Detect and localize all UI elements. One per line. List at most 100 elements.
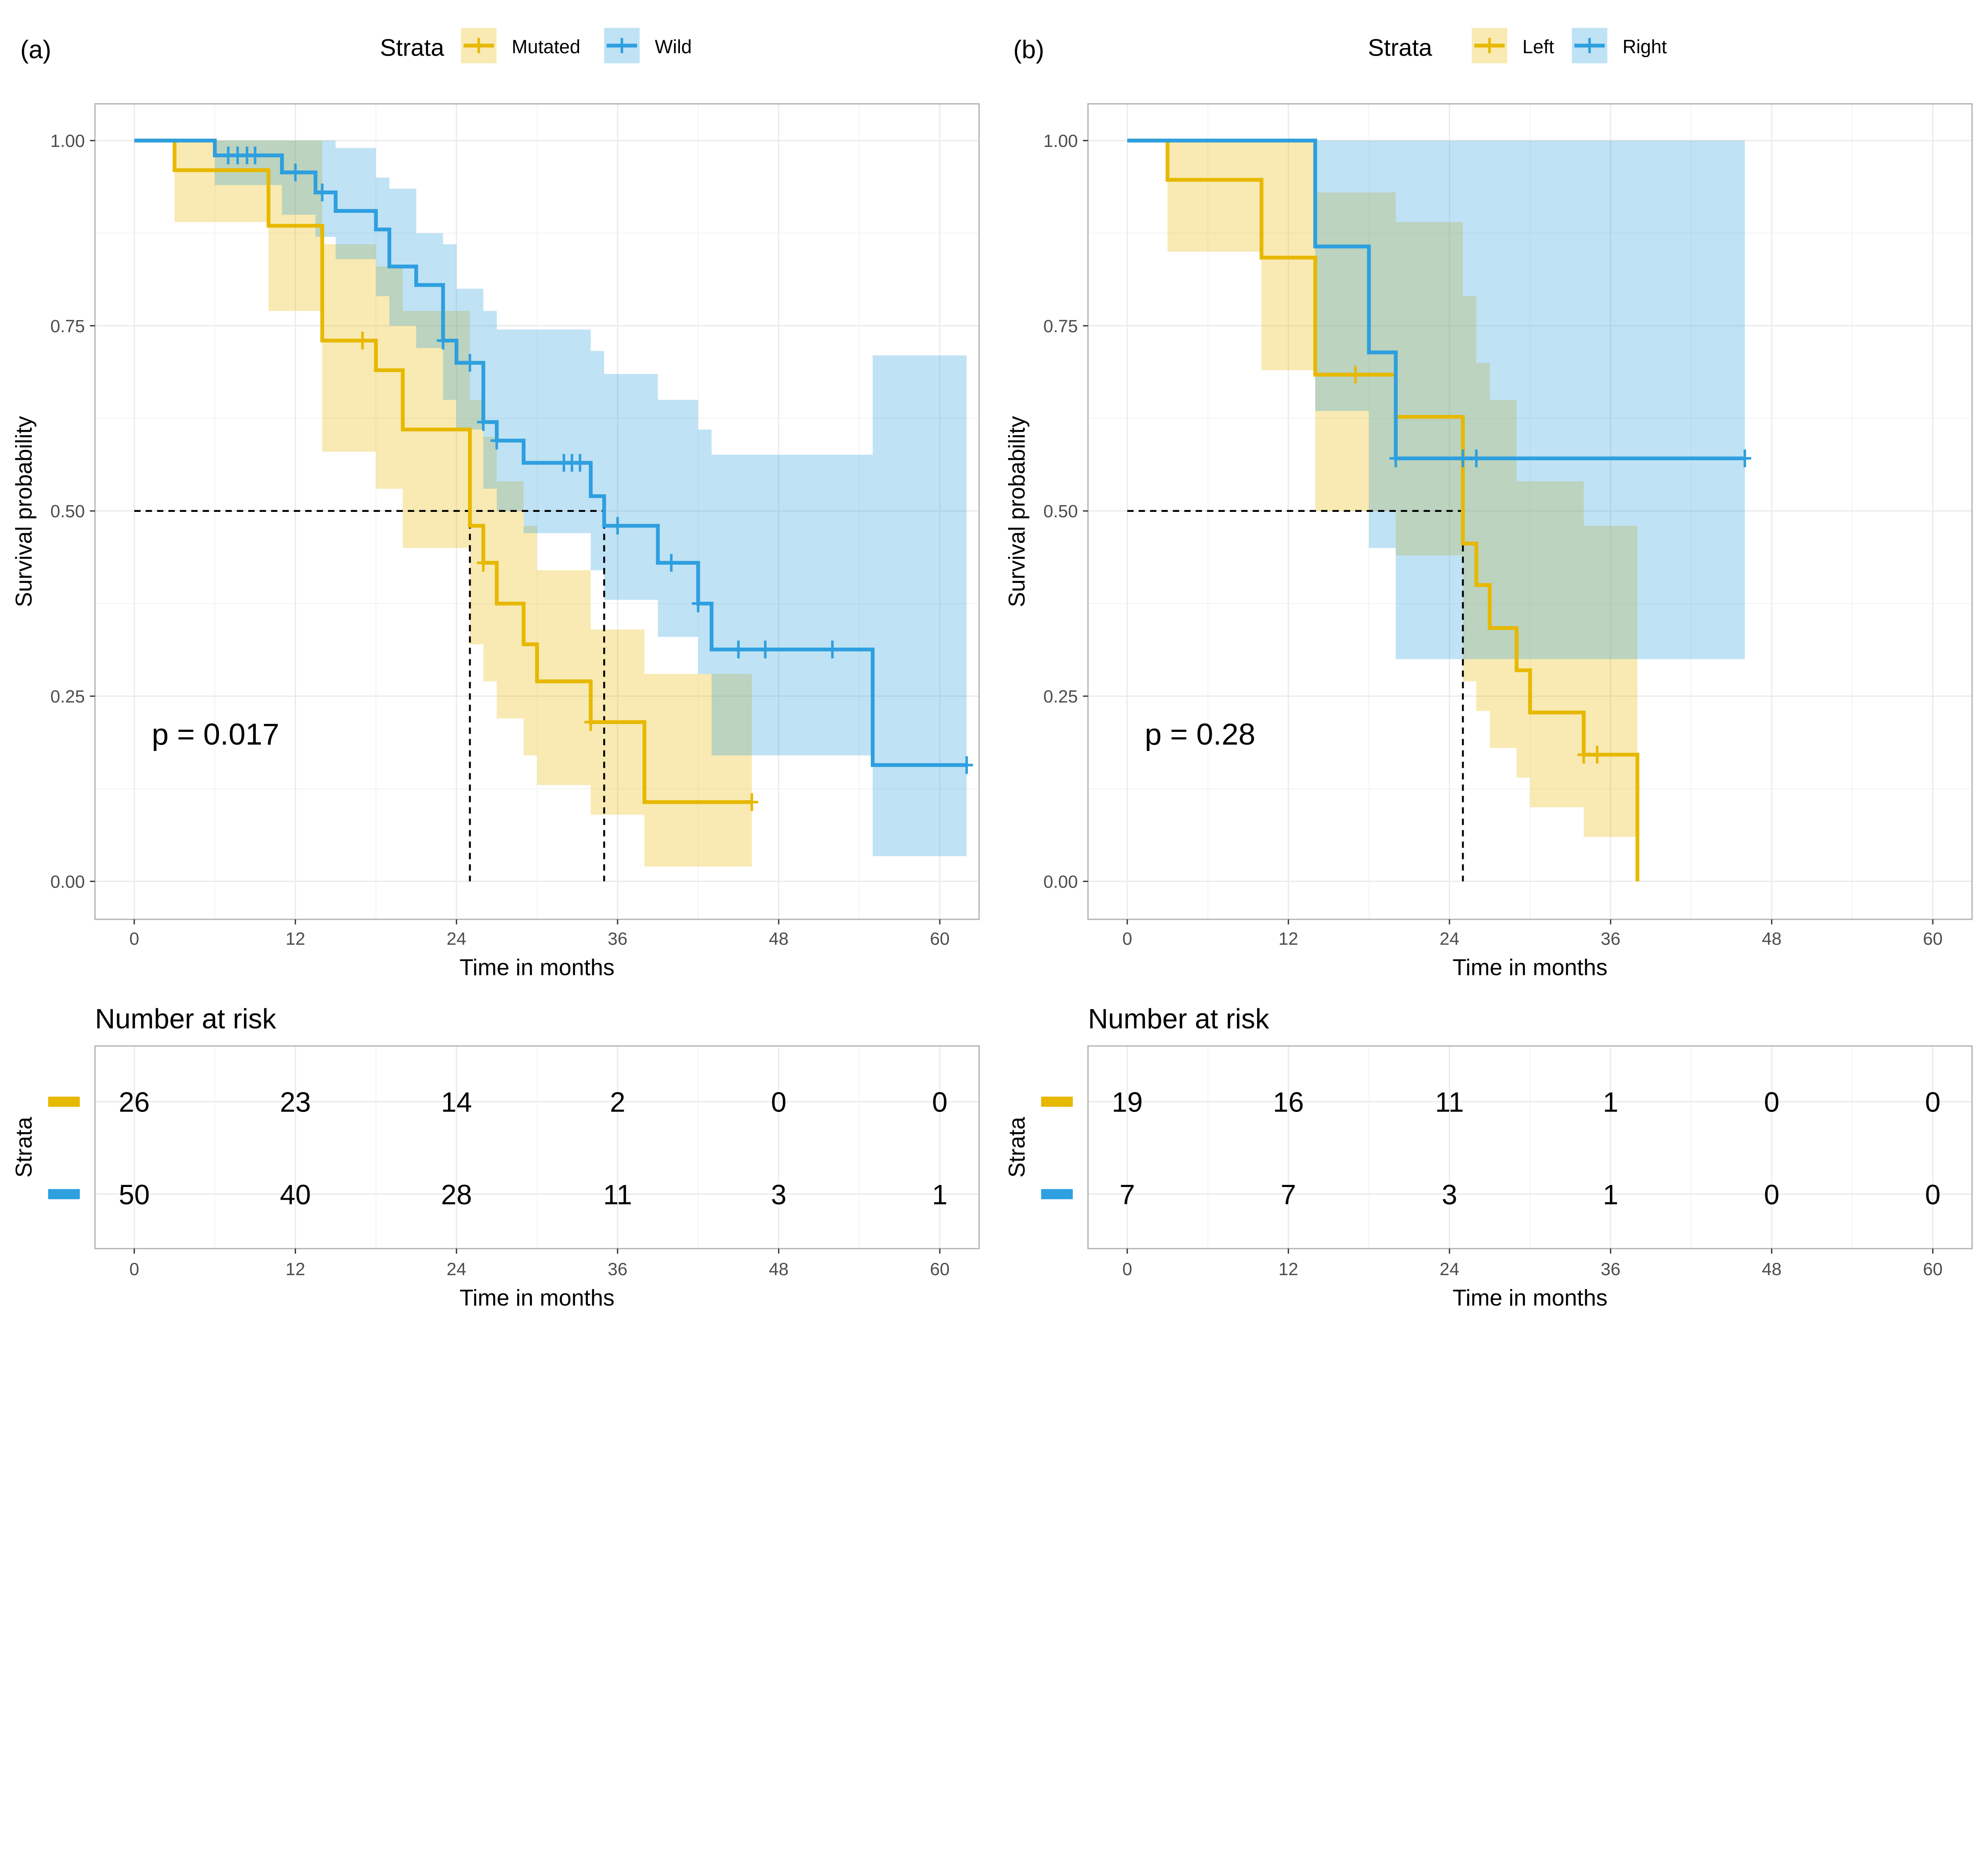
x-tick-label: 36 xyxy=(608,1260,628,1279)
confidence-band xyxy=(711,454,873,756)
x-tick-label: 0 xyxy=(1122,1260,1132,1279)
confidence-band xyxy=(1463,296,1476,681)
risk-table-x-label: Time in months xyxy=(460,1285,614,1311)
strata-color-key xyxy=(48,1189,80,1199)
risk-count: 26 xyxy=(119,1087,150,1118)
risk-count: 14 xyxy=(441,1087,472,1118)
confidence-band xyxy=(376,266,403,489)
x-axis-label: Time in months xyxy=(460,955,614,980)
risk-count: 40 xyxy=(280,1179,311,1210)
x-tick-label: 24 xyxy=(1439,1260,1459,1279)
risk-count: 7 xyxy=(1281,1179,1296,1210)
confidence-band xyxy=(376,178,390,296)
confidence-band xyxy=(1517,481,1530,778)
panel-label: (b) xyxy=(1013,35,1044,64)
legend-entry: Wild xyxy=(655,37,692,58)
risk-count: 3 xyxy=(771,1179,786,1210)
x-tick-label: 24 xyxy=(1439,929,1459,949)
confidence-band xyxy=(524,329,591,533)
y-tick-label: 0.75 xyxy=(1043,317,1078,336)
x-tick-label: 12 xyxy=(1279,929,1298,949)
risk-count: 23 xyxy=(280,1087,311,1118)
x-axis-label: Time in months xyxy=(1453,955,1607,980)
confidence-band xyxy=(1262,140,1316,371)
x-tick-label: 24 xyxy=(446,929,466,949)
confidence-band xyxy=(470,400,483,645)
y-tick-label: 0.00 xyxy=(50,872,85,892)
confidence-band xyxy=(698,429,712,674)
confidence-band xyxy=(1167,140,1262,252)
x-tick-label: 0 xyxy=(129,1260,139,1279)
y-tick-label: 0.75 xyxy=(50,317,85,336)
y-axis-label: Survival probability xyxy=(1005,416,1030,607)
risk-count: 2 xyxy=(610,1087,625,1118)
survival-curve-right xyxy=(1127,139,1745,461)
risk-count: 0 xyxy=(1764,1087,1779,1118)
risk-table-y-label: Strata xyxy=(12,1117,37,1177)
confidence-band xyxy=(524,525,537,756)
legend-entry: Left xyxy=(1522,37,1554,58)
x-tick-label: 60 xyxy=(930,929,950,949)
risk-count: 0 xyxy=(932,1087,948,1118)
x-tick-label: 48 xyxy=(769,929,789,949)
legend: Strata Left Right xyxy=(1368,28,1667,64)
confidence-band xyxy=(644,674,752,867)
risk-count: 3 xyxy=(1442,1179,1457,1210)
strata-color-key xyxy=(1041,1096,1073,1107)
survival-curve-mutated xyxy=(134,139,752,804)
confidence-band xyxy=(483,311,497,489)
risk-count: 19 xyxy=(1112,1087,1143,1118)
strata-color-key xyxy=(1041,1189,1073,1199)
survival-curve-left xyxy=(1127,139,1640,882)
confidence-band xyxy=(496,481,524,718)
confidence-band xyxy=(1530,481,1584,807)
confidence-band xyxy=(1476,363,1490,711)
risk-count: 0 xyxy=(771,1087,786,1118)
legend-title: Strata xyxy=(380,34,444,61)
risk-count: 0 xyxy=(1925,1179,1941,1210)
y-tick-label: 0.50 xyxy=(1043,502,1078,521)
x-tick-label: 0 xyxy=(1122,929,1132,949)
x-tick-label: 60 xyxy=(930,1260,950,1279)
panel-b: (b) Strata Left Right 0.00 0.25 0.50 0.75 1.00 0 1… xyxy=(1005,28,1973,1311)
x-tick-label: 48 xyxy=(1762,1260,1782,1279)
risk-table-frame xyxy=(1087,1045,1973,1249)
confidence-band xyxy=(604,374,658,600)
legend-title: Strata xyxy=(1368,34,1432,61)
x-tick-label: 12 xyxy=(1279,1260,1298,1279)
risk-table-frame xyxy=(94,1045,980,1249)
x-tick-label: 60 xyxy=(1923,1260,1943,1279)
risk-table-title: Number at risk xyxy=(1088,1003,1269,1034)
confidence-band xyxy=(336,148,376,259)
confidence-band xyxy=(658,400,698,637)
confidence-band xyxy=(389,189,416,326)
p-value: p = 0.28 xyxy=(1145,718,1256,751)
risk-count: 0 xyxy=(1925,1087,1941,1118)
confidence-band xyxy=(1315,140,1369,411)
confidence-band xyxy=(1584,525,1638,837)
x-tick-label: 36 xyxy=(1601,929,1621,949)
confidence-band xyxy=(315,140,336,237)
x-tick-label: 0 xyxy=(129,929,139,949)
confidence-band xyxy=(1396,140,1745,659)
p-value: p = 0.017 xyxy=(152,718,279,751)
y-axis-label: Survival probability xyxy=(12,416,37,607)
legend-entry: Right xyxy=(1623,37,1667,58)
confidence-band xyxy=(322,244,376,452)
x-tick-label: 12 xyxy=(286,1260,305,1279)
confidence-band xyxy=(496,329,524,511)
y-tick-label: 0.00 xyxy=(1043,872,1078,892)
y-tick-label: 1.00 xyxy=(50,131,85,151)
survival-figure: (a) Strata Mutated Wild 0.00 0.25 0.50 0.75 1.00… xyxy=(12,28,1973,1311)
confidence-band xyxy=(537,570,591,785)
panel-label: (a) xyxy=(20,35,51,64)
x-tick-label: 24 xyxy=(446,1260,466,1279)
risk-count: 1 xyxy=(932,1179,948,1210)
risk-table-title: Number at risk xyxy=(95,1003,276,1034)
strata-color-key xyxy=(48,1096,80,1107)
risk-table: Number at risk 26 23 14 2 0 0 50 40 28 11 3 1 Strata 0… xyxy=(12,1003,980,1311)
y-tick-label: 0.25 xyxy=(50,687,85,706)
risk-count: 1 xyxy=(1603,1087,1618,1118)
risk-count: 0 xyxy=(1764,1179,1779,1210)
